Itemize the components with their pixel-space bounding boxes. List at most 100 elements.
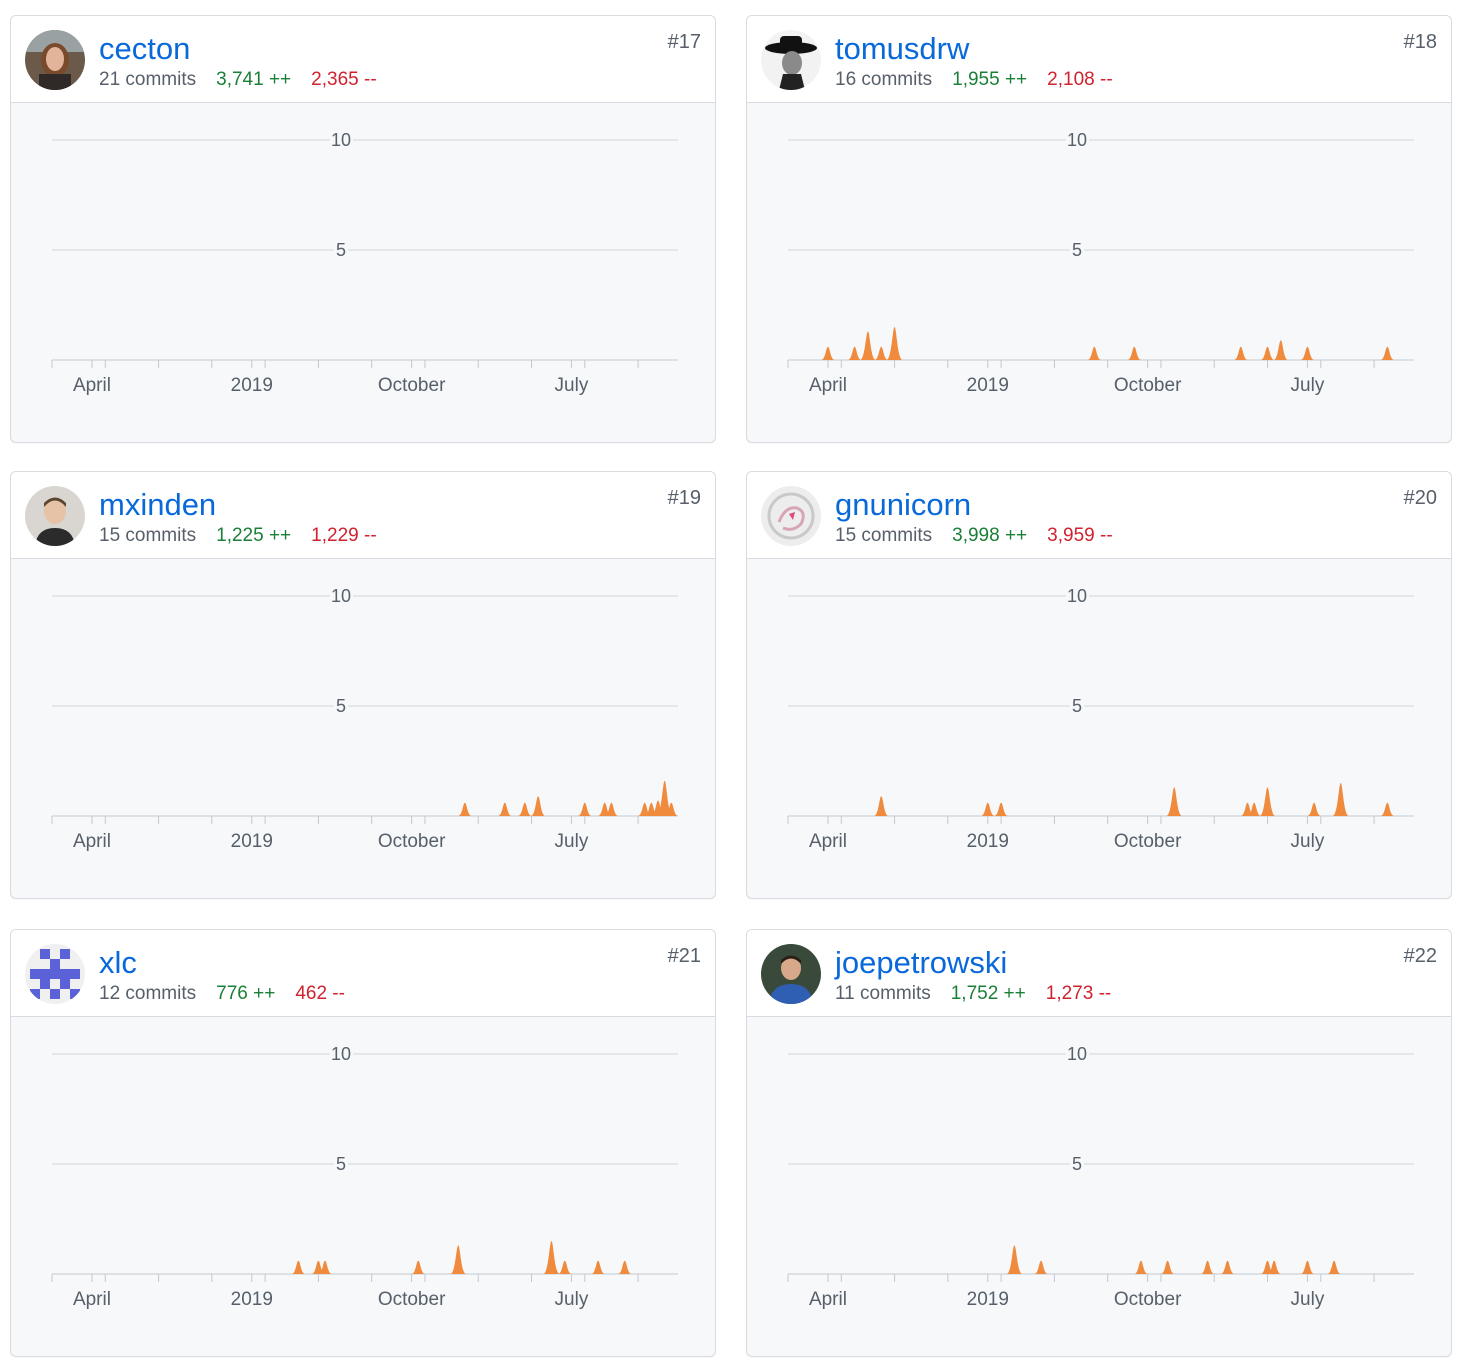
commit-area-peak: [886, 327, 903, 360]
contributor-rank: #17: [667, 31, 701, 53]
y-tick-label: 10: [331, 586, 351, 606]
commit-area-peak: [411, 1260, 426, 1274]
commit-area-peak: [604, 802, 619, 816]
commit-area-peak: [1127, 346, 1142, 360]
commit-area-peak: [664, 802, 679, 816]
deletions-count: 1,229 --: [311, 525, 377, 546]
commit-area-peak: [457, 802, 472, 816]
additions-count: 1,955 ++: [952, 69, 1028, 90]
contributor-username-link[interactable]: cecton: [99, 31, 191, 66]
commit-area-peak: [874, 346, 889, 360]
commit-activity-chart: 5 10 April 2019 October July: [787, 127, 1414, 396]
contributor-header: cecton 21 commits 3,741 ++ 2,365 -- #17: [11, 16, 715, 103]
additions-count: 1,752 ++: [950, 983, 1026, 1004]
commit-area-peak: [1034, 1260, 1048, 1274]
contributor-username-link[interactable]: joepetrowski: [835, 945, 1008, 980]
contributor-card: joepetrowski 11 commits 1,752 ++ 1,273 -- #2…: [746, 929, 1452, 1357]
commit-area-peak: [1259, 787, 1276, 816]
deletions-count: 462 --: [295, 983, 345, 1004]
commit-area-peak: [1273, 340, 1289, 360]
contributor-rank: #20: [1403, 487, 1437, 509]
commit-count: 12 commits: [99, 983, 197, 1004]
commit-area-peak: [577, 802, 592, 816]
commit-activity-chart: 5 10 April 2019 October July: [51, 1041, 678, 1310]
commit-area-peak: [318, 1260, 332, 1274]
avatar-photo-icon[interactable]: [761, 30, 821, 90]
commit-area-peak: [617, 1260, 632, 1274]
contributor-card: tomusdrw 16 commits 1,955 ++ 2,108 -- #18 5 10…: [746, 15, 1452, 443]
deletions-count: 1,273 --: [1045, 983, 1112, 1004]
x-tick-label: 2019: [231, 831, 273, 852]
commit-area-peak: [557, 1260, 572, 1274]
contributor-header: xlc 12 commits 776 ++ 462 -- #21: [11, 930, 715, 1017]
y-tick-label: 5: [336, 696, 346, 716]
commit-area-peak: [1134, 1260, 1148, 1274]
commit-area-peak: [450, 1245, 467, 1274]
commit-area-peak: [591, 1260, 605, 1274]
x-tick-label: April: [73, 831, 111, 852]
contributor-card: mxinden 15 commits 1,225 ++ 1,229 -- #19 5 10 A…: [10, 471, 716, 899]
y-tick-label: 5: [1072, 240, 1082, 260]
contributor-stats: 11 commits 1,752 ++ 1,273 --: [835, 983, 1111, 1005]
contributor-username-link[interactable]: gnunicorn: [835, 487, 972, 522]
contributor-header: tomusdrw 16 commits 1,955 ++ 2,108 -- #18: [747, 16, 1451, 103]
contributor-rank: #21: [667, 945, 701, 967]
contributor-username-link[interactable]: tomusdrw: [835, 31, 970, 66]
commit-area-peak: [1267, 1260, 1282, 1274]
contributor-stats: 16 commits 1,955 ++ 2,108 --: [835, 69, 1113, 91]
y-tick-label: 5: [1072, 1154, 1082, 1174]
commit-area-peak: [1200, 1260, 1215, 1274]
commit-area-peak: [1332, 783, 1349, 816]
contributor-stats: 21 commits 3,741 ++ 2,365 --: [99, 69, 377, 91]
commit-area-peak: [980, 802, 995, 816]
commit-area-peak: [1327, 1260, 1341, 1274]
deletions-count: 2,108 --: [1047, 69, 1113, 90]
commit-count: 15 commits: [99, 525, 197, 546]
avatar-photo-icon[interactable]: [761, 944, 821, 1004]
commit-activity-chart: 5 10 April 2019 October July: [51, 583, 679, 852]
x-tick-label: April: [73, 375, 111, 396]
additions-count: 1,225 ++: [216, 525, 292, 546]
additions-count: 776 ++: [216, 983, 276, 1004]
commit-area-peak: [847, 346, 862, 360]
deletions-count: 3,959 --: [1047, 525, 1113, 546]
commit-activity-chart: 5 10 April 2019 October July: [51, 127, 678, 396]
x-tick-label: 2019: [967, 375, 1009, 396]
avatar-photo-icon[interactable]: [25, 486, 85, 546]
x-tick-label: July: [555, 375, 589, 396]
y-tick-label: 5: [336, 1154, 346, 1174]
commit-area-peak: [656, 780, 674, 816]
avatar-photo-icon[interactable]: [25, 30, 85, 90]
commit-area-peak: [1233, 346, 1248, 360]
commit-area-peak: [859, 331, 876, 360]
contributor-header: mxinden 15 commits 1,225 ++ 1,229 -- #19: [11, 472, 715, 559]
commit-area-peak: [497, 802, 512, 816]
contributor-card: xlc 12 commits 776 ++ 462 -- #21 5 10 April 2019…: [10, 929, 716, 1357]
contributor-stats: 15 commits 1,225 ++ 1,229 --: [99, 525, 377, 547]
x-tick-label: 2019: [967, 1289, 1009, 1310]
contributor-username-link[interactable]: xlc: [99, 945, 137, 980]
avatar-unicorn-icon[interactable]: [761, 486, 821, 546]
x-tick-label: July: [1291, 375, 1325, 396]
avatar-identicon-icon[interactable]: [25, 944, 85, 1004]
x-tick-label: 2019: [231, 1289, 273, 1310]
x-tick-label: October: [1114, 375, 1182, 396]
y-tick-label: 10: [1067, 586, 1087, 606]
commit-count: 15 commits: [835, 525, 933, 546]
commit-area-peak: [994, 802, 1009, 816]
commit-area-peak: [1380, 802, 1395, 816]
contributor-rank: #18: [1403, 31, 1437, 53]
y-tick-label: 10: [1067, 130, 1087, 150]
y-tick-label: 10: [331, 1044, 351, 1064]
commit-area-peak: [1247, 802, 1262, 816]
x-tick-label: 2019: [967, 831, 1009, 852]
commit-count: 16 commits: [835, 69, 933, 90]
commit-count: 11 commits: [835, 983, 931, 1004]
contributor-header: joepetrowski 11 commits 1,752 ++ 1,273 -- #2…: [747, 930, 1451, 1017]
commit-area-peak: [543, 1241, 560, 1274]
contributor-stats: 15 commits 3,998 ++ 3,959 --: [835, 525, 1113, 547]
x-tick-label: April: [809, 831, 847, 852]
x-tick-label: 2019: [231, 375, 273, 396]
commit-activity-chart: 5 10 April 2019 October July: [787, 583, 1414, 852]
contributor-username-link[interactable]: mxinden: [99, 487, 217, 522]
